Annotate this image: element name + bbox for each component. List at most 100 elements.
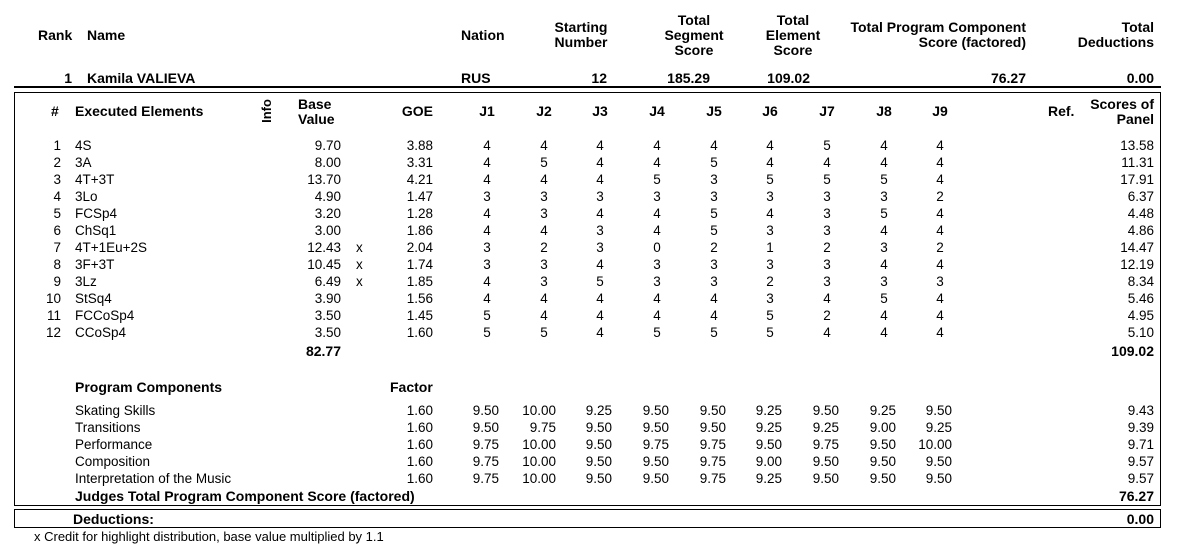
judge-score: 3 <box>540 189 548 204</box>
nation-value: RUS <box>461 70 491 86</box>
judge-score: 4 <box>483 291 491 306</box>
component-panel-score: 9.57 <box>1127 471 1154 486</box>
element-number: 9 <box>53 274 61 289</box>
component-judge-score: 9.50 <box>755 437 782 452</box>
element-panel-score: 8.34 <box>1127 274 1154 289</box>
tss-value: 185.29 <box>667 70 710 86</box>
element-info: x <box>356 274 363 289</box>
component-judge-score: 9.25 <box>755 420 782 435</box>
element-name: ChSq1 <box>75 223 117 238</box>
pcs-total-value: 76.27 <box>1118 488 1154 504</box>
component-judge-score: 9.50 <box>925 403 952 418</box>
component-factor: 1.60 <box>406 403 433 418</box>
judge-score: 2 <box>936 240 944 255</box>
judge-score: 5 <box>710 155 718 170</box>
judge-score: 3 <box>766 189 774 204</box>
component-judge-score: 10.00 <box>522 437 556 452</box>
element-name: 4T+1Eu+2S <box>75 240 148 255</box>
component-judge-score: 9.50 <box>642 471 669 486</box>
summary-divider <box>14 86 1161 88</box>
component-judge-score: 9.50 <box>812 471 839 486</box>
element-panel-score: 12.19 <box>1120 257 1154 272</box>
judge-score: 2 <box>823 308 831 323</box>
judge-score: 4 <box>483 172 491 187</box>
element-base-value: 3.90 <box>314 291 341 306</box>
elements-panel-total: 109.02 <box>1111 343 1154 359</box>
component-judge-score: 9.50 <box>642 454 669 469</box>
element-number: 5 <box>53 206 61 221</box>
judge-score: 4 <box>653 223 661 238</box>
judge-score: 4 <box>936 206 944 221</box>
element-goe: 3.88 <box>406 138 433 153</box>
info-col-header: Info <box>259 99 274 123</box>
judge-header: J4 <box>649 103 665 119</box>
component-panel-score: 9.71 <box>1127 437 1154 452</box>
component-judge-score: 9.75 <box>812 437 839 452</box>
judge-score: 5 <box>540 325 548 340</box>
component-judge-score: 9.50 <box>869 437 896 452</box>
judge-score: 4 <box>483 274 491 289</box>
pcs-total-label: Judges Total Program Component Score (fa… <box>75 488 415 504</box>
element-base-value: 10.45 <box>307 257 341 272</box>
judge-score: 5 <box>710 325 718 340</box>
judge-score: 3 <box>540 274 548 289</box>
judge-score: 4 <box>653 291 661 306</box>
element-number: 2 <box>53 155 61 170</box>
component-judge-score: 9.50 <box>699 420 726 435</box>
element-name: FCSp4 <box>75 206 118 221</box>
judge-score: 3 <box>483 189 491 204</box>
element-base-value: 3.20 <box>314 206 341 221</box>
component-panel-score: 9.39 <box>1127 420 1154 435</box>
judge-score: 3 <box>710 172 718 187</box>
element-goe: 3.31 <box>406 155 433 170</box>
starting-number-header: Starting Number <box>554 19 608 50</box>
component-row: Transitions 1.60 9.50 9.75 9.50 9.50 9.50 9.25 9… <box>0 419 1178 436</box>
component-judge-score: 9.75 <box>472 471 499 486</box>
component-name: Composition <box>75 454 151 469</box>
judge-score: 4 <box>596 257 604 272</box>
judge-score: 4 <box>766 206 774 221</box>
judge-score: 3 <box>823 274 831 289</box>
tes-header: Total Element Score <box>765 12 821 58</box>
judge-score: 4 <box>880 325 888 340</box>
scores-of-panel-header: Scores of Panel <box>1090 96 1154 127</box>
component-judge-score: 10.00 <box>522 471 556 486</box>
component-judge-score: 9.50 <box>925 454 952 469</box>
component-name: Skating Skills <box>75 403 156 418</box>
component-judge-score: 9.50 <box>585 437 612 452</box>
judge-score: 3 <box>710 189 718 204</box>
element-base-value: 9.70 <box>314 138 341 153</box>
component-judge-score: 9.75 <box>472 437 499 452</box>
component-judge-score: 9.75 <box>529 420 556 435</box>
judge-header: J5 <box>706 103 722 119</box>
component-judge-score: 9.25 <box>812 420 839 435</box>
component-judge-score: 9.50 <box>585 471 612 486</box>
judge-header: J6 <box>762 103 778 119</box>
judge-score: 4 <box>880 223 888 238</box>
judge-score: 5 <box>880 206 888 221</box>
component-panel-score: 9.43 <box>1127 403 1154 418</box>
element-number: 6 <box>53 223 61 238</box>
element-row: 1 4S 9.70 3.88 4 4 4 4 4 4 5 4 4 13.58 <box>0 137 1178 154</box>
deductions-total: 0.00 <box>1126 511 1154 527</box>
element-goe: 1.56 <box>406 291 433 306</box>
judge-score: 4 <box>823 325 831 340</box>
judge-score: 3 <box>653 274 661 289</box>
component-judge-score: 9.75 <box>699 471 726 486</box>
component-judge-score: 9.50 <box>925 471 952 486</box>
component-judge-score: 9.00 <box>755 454 782 469</box>
element-base-value: 13.70 <box>307 172 341 187</box>
judge-score: 4 <box>823 291 831 306</box>
element-info: x <box>356 257 363 272</box>
element-number: 12 <box>45 325 61 340</box>
judge-header: J7 <box>819 103 835 119</box>
judge-score: 4 <box>540 138 548 153</box>
judge-score: 4 <box>596 308 604 323</box>
element-panel-score: 17.91 <box>1120 172 1154 187</box>
element-panel-score: 4.48 <box>1127 206 1154 221</box>
element-name: 4S <box>75 138 92 153</box>
judge-score: 3 <box>653 189 661 204</box>
program-components-title: Program Components <box>75 379 223 395</box>
component-name: Performance <box>75 437 153 452</box>
component-judge-score: 9.50 <box>869 454 896 469</box>
